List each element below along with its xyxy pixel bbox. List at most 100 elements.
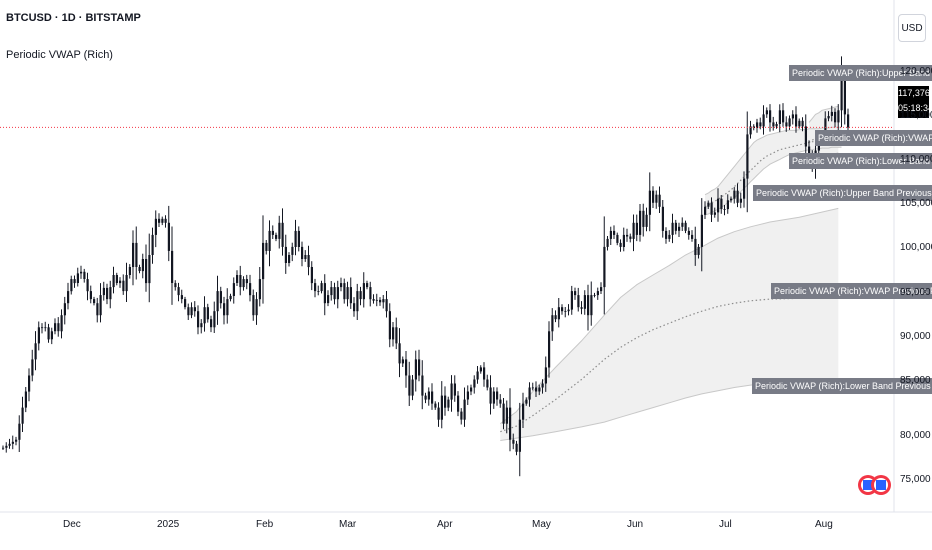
candle-body <box>171 250 174 283</box>
candle-body <box>388 311 391 340</box>
candle-body <box>392 327 395 340</box>
candle-body <box>551 315 554 332</box>
candle-body <box>252 295 255 316</box>
candle-body <box>791 114 794 119</box>
y-tick-label: 105,000 <box>900 198 932 209</box>
candle-body <box>648 190 651 215</box>
candle-body <box>765 110 768 115</box>
candle-body <box>564 311 567 312</box>
upper-band-prev-line <box>500 207 839 425</box>
candle-body <box>463 399 466 420</box>
candle-body <box>99 295 102 316</box>
candle-body <box>346 287 349 300</box>
candle-body <box>83 271 86 279</box>
candle-body <box>561 307 564 312</box>
candle-body <box>288 255 291 263</box>
candle-body <box>567 309 570 312</box>
candle-body <box>652 190 655 203</box>
y-tick-label: 85,000 <box>900 375 931 386</box>
candle-body <box>622 234 625 247</box>
candle-body <box>700 214 703 247</box>
candle-body <box>424 395 427 400</box>
candle-body <box>232 283 235 296</box>
candle-body <box>60 315 63 332</box>
bar-countdown: 05:18:34 <box>898 103 932 113</box>
candle-body <box>717 198 720 213</box>
candle-body <box>548 331 551 368</box>
candle-body <box>642 210 645 227</box>
candle-body <box>102 287 105 296</box>
x-tick-label: Feb <box>256 519 274 530</box>
candle-body <box>678 226 681 231</box>
candle-body <box>587 295 590 316</box>
currency-button[interactable]: USD <box>898 14 926 42</box>
candle-body <box>206 307 209 320</box>
candle-body <box>707 202 710 207</box>
candle-body <box>635 222 638 235</box>
candle-body <box>775 124 778 127</box>
candle-body <box>24 391 27 408</box>
candle-body <box>756 122 759 128</box>
candle-body <box>34 343 37 360</box>
candle-body <box>44 327 47 329</box>
candle-body <box>645 214 648 227</box>
candle-body <box>70 279 73 292</box>
candle-body <box>167 222 170 251</box>
upper-band-line <box>808 105 839 123</box>
candle-body <box>304 255 307 259</box>
candle-body <box>356 291 359 312</box>
candle-body <box>2 447 5 449</box>
candle-body <box>229 295 232 300</box>
x-tick-label: Aug <box>815 519 833 530</box>
candle-body <box>466 391 469 400</box>
candle-body <box>80 271 83 274</box>
candle-body <box>502 403 505 424</box>
candle-body <box>242 279 245 288</box>
candle-body <box>512 439 515 444</box>
candle-body <box>713 212 716 215</box>
candle-body <box>184 299 187 308</box>
candle-body <box>239 275 242 288</box>
candle-body <box>385 299 388 312</box>
previous-period-band-fill <box>500 208 839 441</box>
candle-body <box>278 222 281 239</box>
candle-body <box>106 287 109 300</box>
candle-body <box>203 307 206 324</box>
candle-body <box>236 275 239 283</box>
indicator-title[interactable]: Periodic VWAP (Rich) <box>6 49 113 61</box>
flag-badge-icon[interactable] <box>857 469 893 501</box>
candle-body <box>28 375 31 392</box>
candle-body <box>190 307 193 316</box>
candle-body <box>336 287 339 300</box>
candle-body <box>297 230 300 247</box>
candle-body <box>154 218 157 235</box>
candle-body <box>5 445 8 448</box>
candle-body <box>366 283 369 288</box>
candle-body <box>421 375 424 396</box>
candle-body <box>327 295 330 304</box>
candle-body <box>135 242 138 267</box>
candle-body <box>762 114 765 127</box>
y-tick-label: 110,000 <box>900 154 932 165</box>
candle-body <box>453 383 456 396</box>
candle-body <box>613 230 616 235</box>
candle-body <box>174 283 177 288</box>
candle-body <box>580 307 583 309</box>
candle-body <box>223 303 226 316</box>
candle-body <box>382 299 385 303</box>
candle-body <box>606 238 609 247</box>
candle-body <box>544 367 547 384</box>
candle-body <box>291 246 294 255</box>
candle-body <box>522 403 525 420</box>
candle-body <box>359 291 362 300</box>
candle-body <box>333 287 336 300</box>
candle-body <box>593 295 596 296</box>
candle-body <box>128 267 131 275</box>
candle-body <box>11 441 14 444</box>
candle-body <box>93 299 96 304</box>
candle-body <box>411 379 414 396</box>
symbol-title[interactable]: BTCUSD · 1D · BITSTAMP <box>6 12 141 24</box>
candle-body <box>119 280 122 284</box>
candle-body <box>596 291 599 296</box>
